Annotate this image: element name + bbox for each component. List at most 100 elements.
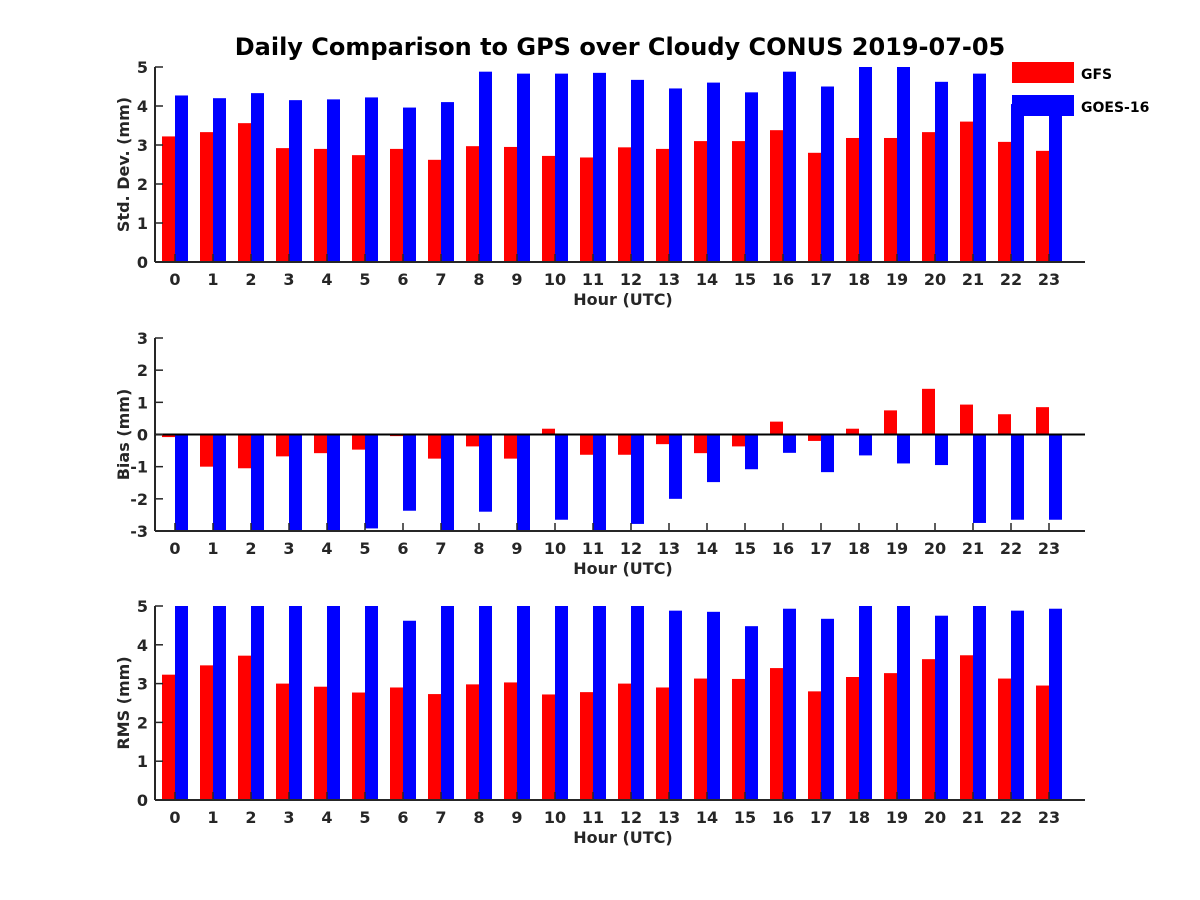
bar-rms-gfs-17 [808, 691, 821, 800]
bar-rms-gfs-12 [618, 683, 631, 800]
bar-stddev-gfs-0 [162, 136, 175, 262]
x-tick-label-bias-20: 20 [924, 539, 946, 558]
x-tick-label-rms-11: 11 [582, 808, 604, 827]
y-tick-label-rms-1: 1 [137, 752, 148, 771]
bar-rms-gfs-13 [656, 687, 669, 800]
bar-stddev-goes16-5 [365, 97, 378, 262]
bar-rms-gfs-10 [542, 694, 555, 800]
legend-swatch-gfs [1012, 62, 1074, 83]
x-tick-label-stddev-6: 6 [397, 270, 408, 289]
x-tick-label-bias-5: 5 [359, 539, 370, 558]
bar-stddev-goes16-14 [707, 82, 720, 262]
x-tick-label-stddev-0: 0 [169, 270, 180, 289]
bar-stddev-goes16-22 [1011, 104, 1024, 262]
x-tick-label-bias-8: 8 [473, 539, 484, 558]
bar-stddev-gfs-21 [960, 121, 973, 262]
bar-rms-gfs-3 [276, 683, 289, 800]
bar-rms-goes16-16 [783, 608, 796, 800]
bar-rms-goes16-1 [213, 606, 226, 800]
x-tick-label-rms-23: 23 [1038, 808, 1060, 827]
x-tick-label-bias-3: 3 [283, 539, 294, 558]
bar-rms-goes16-20 [935, 615, 948, 800]
x-tick-label-bias-1: 1 [207, 539, 218, 558]
x-tick-label-bias-17: 17 [810, 539, 832, 558]
bar-rms-goes16-13 [669, 610, 682, 800]
x-axis-label-rms: Hour (UTC) [573, 828, 673, 847]
bar-bias-gfs-11 [580, 434, 593, 455]
bar-rms-goes16-21 [973, 606, 986, 800]
bar-stddev-goes16-10 [555, 73, 568, 262]
y-tick-label-bias-0: 0 [137, 426, 148, 445]
bar-bias-goes16-4 [327, 434, 340, 531]
bar-stddev-gfs-3 [276, 148, 289, 262]
x-tick-label-stddev-4: 4 [321, 270, 332, 289]
bar-rms-goes16-11 [593, 606, 606, 800]
x-tick-label-stddev-14: 14 [696, 270, 718, 289]
x-tick-label-stddev-21: 21 [962, 270, 984, 289]
bar-stddev-gfs-13 [656, 148, 669, 262]
bar-rms-gfs-4 [314, 686, 327, 800]
y-tick-label-bias--2: -2 [130, 490, 148, 509]
bar-bias-goes16-22 [1011, 434, 1024, 520]
bar-stddev-gfs-14 [694, 141, 707, 262]
bar-rms-goes16-9 [517, 606, 530, 800]
x-tick-label-rms-7: 7 [435, 808, 446, 827]
x-tick-label-bias-21: 21 [962, 539, 984, 558]
bar-bias-goes16-14 [707, 434, 720, 483]
bar-stddev-gfs-11 [580, 157, 593, 262]
bar-bias-gfs-13 [656, 434, 669, 445]
x-tick-label-stddev-18: 18 [848, 270, 870, 289]
bar-bias-gfs-20 [922, 388, 935, 435]
bar-rms-goes16-15 [745, 626, 758, 800]
bar-bias-goes16-3 [289, 434, 302, 531]
bar-rms-goes16-6 [403, 620, 416, 800]
bar-bias-gfs-3 [276, 434, 289, 457]
bar-stddev-goes16-15 [745, 92, 758, 262]
bar-bias-goes16-0 [175, 434, 188, 531]
x-tick-label-rms-8: 8 [473, 808, 484, 827]
x-axis-label-bias: Hour (UTC) [573, 559, 673, 578]
x-tick-label-rms-14: 14 [696, 808, 718, 827]
bar-bias-goes16-13 [669, 434, 682, 499]
bar-stddev-goes16-2 [251, 93, 264, 262]
x-tick-label-rms-13: 13 [658, 808, 680, 827]
x-tick-label-stddev-16: 16 [772, 270, 794, 289]
bar-bias-gfs-4 [314, 434, 327, 454]
bar-rms-goes16-4 [327, 606, 340, 800]
bar-stddev-goes16-17 [821, 86, 834, 262]
x-tick-label-rms-9: 9 [511, 808, 522, 827]
x-axis-label-stddev: Hour (UTC) [573, 290, 673, 309]
y-axis-label-rms: RMS (mm) [114, 656, 133, 749]
x-tick-label-rms-20: 20 [924, 808, 946, 827]
bar-rms-gfs-0 [162, 674, 175, 800]
x-tick-label-stddev-22: 22 [1000, 270, 1022, 289]
bar-stddev-goes16-12 [631, 79, 644, 263]
x-tick-label-bias-4: 4 [321, 539, 332, 558]
bar-stddev-gfs-2 [238, 123, 251, 262]
y-tick-label-stddev-0: 0 [137, 253, 148, 272]
bar-stddev-goes16-1 [213, 98, 226, 262]
bar-bias-gfs-10 [542, 428, 555, 435]
bar-rms-goes16-22 [1011, 610, 1024, 800]
x-tick-label-bias-6: 6 [397, 539, 408, 558]
y-tick-label-rms-4: 4 [137, 636, 148, 655]
x-tick-label-stddev-19: 19 [886, 270, 908, 289]
bar-stddev-gfs-1 [200, 132, 213, 262]
y-tick-label-rms-5: 5 [137, 597, 148, 616]
bar-bias-goes16-1 [213, 434, 226, 531]
bar-stddev-goes16-16 [783, 71, 796, 263]
bar-bias-gfs-22 [998, 414, 1011, 435]
y-tick-label-bias-1: 1 [137, 393, 148, 412]
bar-rms-goes16-10 [555, 606, 568, 800]
bar-bias-gfs-16 [770, 421, 783, 435]
x-tick-label-rms-18: 18 [848, 808, 870, 827]
bar-bias-gfs-15 [732, 434, 745, 447]
bar-stddev-gfs-8 [466, 146, 479, 262]
x-tick-label-bias-2: 2 [245, 539, 256, 558]
bar-rms-goes16-18 [859, 606, 872, 800]
bar-bias-gfs-1 [200, 434, 213, 467]
x-tick-label-stddev-1: 1 [207, 270, 218, 289]
bar-stddev-gfs-16 [770, 130, 783, 262]
